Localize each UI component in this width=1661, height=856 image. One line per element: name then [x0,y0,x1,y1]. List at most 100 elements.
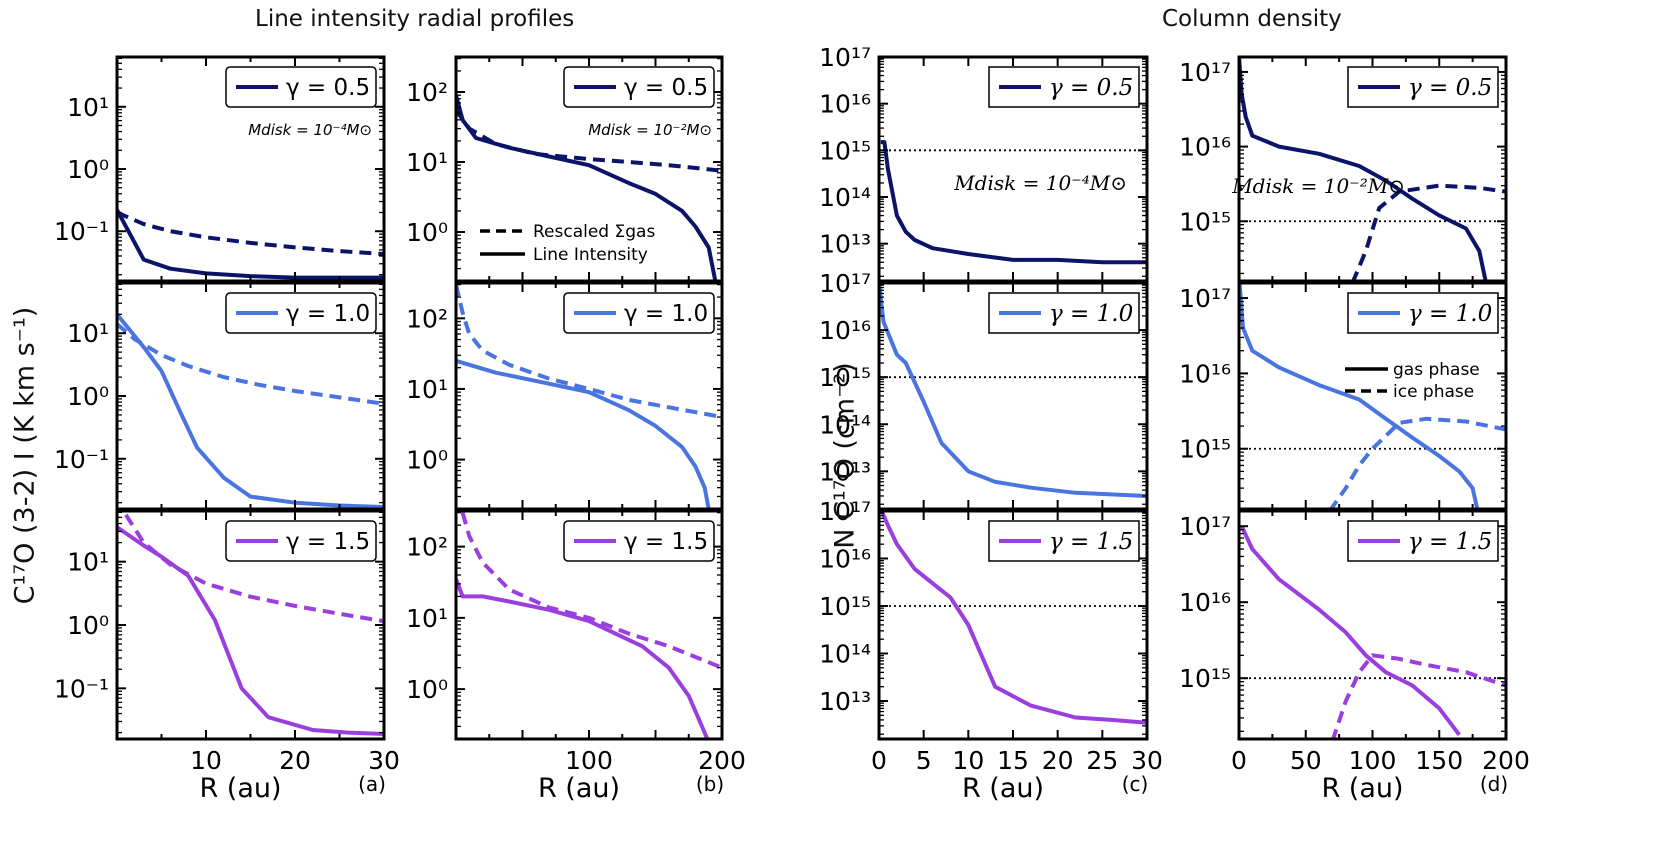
y-tick-label-b3: 10⁰ [406,675,448,704]
solid-series-c2 [879,283,1147,498]
x-axis-label-d3: R (au) [1321,773,1403,804]
y-tick-label-a2: 10⁻¹ [54,445,109,474]
x-tick-label-c3: 25 [1086,746,1118,775]
left-y-axis-label: C¹⁷O (3-2) I (K km s⁻¹) [9,306,41,605]
y-tick-label-b2: 10⁰ [406,446,448,475]
y-tick-label-b2: 10¹ [406,375,448,404]
y-tick-label-c3: 10¹⁷ [819,497,871,526]
x-tick-label-a3: 10 [190,746,222,775]
y-tick-label-c1: 10¹⁵ [819,136,871,165]
legend-gamma-label-d2: γ = 1.0 [1408,301,1492,327]
x-tick-label-c3: 10 [952,746,984,775]
x-tick-label-c3: 5 [916,746,932,775]
x-tick-label-b3: 100 [565,746,613,775]
y-tick-label-d2: 10¹⁵ [1179,435,1231,464]
legend-box-a2 [225,292,377,334]
legend-box-b3 [563,520,715,562]
solid-series-b2 [456,358,711,509]
legend-gamma-label-c3: γ = 1.5 [1049,529,1133,555]
panel-label-b: (b) [696,772,724,796]
phase-legend-gas-label: gas phase [1393,360,1480,380]
y-tick-label-c2: 10¹⁴ [819,410,871,439]
legend-box-b2 [563,292,715,334]
panel-label-d: (d) [1480,772,1508,796]
y-tick-label-c2: 10¹⁷ [819,269,871,298]
x-axis-label-a3: R (au) [199,773,281,804]
dashed-series-b3 [460,512,722,670]
y-tick-label-c2: 10¹⁶ [819,316,871,345]
legend-gamma-label-d1: γ = 0.5 [1408,75,1492,101]
y-tick-label-b2: 10² [406,304,448,333]
y-tick-label-b3: 10² [406,533,448,562]
y-tick-label-a2: 10⁰ [67,382,109,411]
dashed-series-a2 [117,322,384,406]
legend-box-a3 [225,520,377,562]
solid-series-a1 [117,208,384,280]
y-tick-label-a2: 10¹ [67,319,109,348]
x-tick-label-d3: 0 [1231,746,1247,775]
y-tick-label-a3: 10⁰ [67,611,109,640]
y-tick-label-d3: 10¹⁵ [1179,664,1231,693]
dashed-series-b1 [456,109,722,173]
solid-series-c3 [879,511,1147,725]
solid-series-a3 [117,525,384,736]
y-tick-label-a1: 10¹ [67,93,109,122]
y-tick-label-b1: 10¹ [406,148,448,177]
solid-series-c1 [880,140,1147,265]
solid-series-b3 [456,578,710,739]
x-tick-label-c3: 30 [1131,746,1163,775]
disk-mass-label-d: Mdisk = 10⁻²M⊙ [1231,174,1405,198]
y-tick-label-d2: 10¹⁶ [1179,359,1231,388]
dashed-series-d3 [1330,653,1506,739]
x-tick-label-d3: 150 [1415,746,1463,775]
solid-series-a2 [117,313,384,509]
solid-series-d2 [1239,283,1480,509]
legend-gamma-label-a2: γ = 1.0 [286,301,370,327]
y-tick-label-a1: 10⁰ [67,155,109,184]
x-tick-label-a3: 30 [368,746,400,775]
y-tick-label-d1: 10¹⁵ [1179,207,1231,236]
phase-legend-ice-label: ice phase [1393,382,1474,402]
legend-gamma-label-d3: γ = 1.5 [1408,529,1492,555]
x-tick-label-c3: 20 [1042,746,1074,775]
legend-gamma-label-b3: γ = 1.5 [624,529,708,555]
solid-series-b1 [456,94,718,281]
y-tick-label-c1: 10¹⁶ [819,90,871,119]
y-tick-label-d1: 10¹⁷ [1179,58,1231,87]
y-tick-label-c3: 10¹⁵ [819,592,871,621]
y-tick-label-c1: 10¹⁷ [819,43,871,72]
x-tick-label-a3: 20 [279,746,311,775]
y-tick-label-c2: 10¹⁵ [819,363,871,392]
y-tick-label-c3: 10¹⁴ [819,640,871,669]
panel-label-a: (a) [358,772,386,796]
y-tick-label-d1: 10¹⁶ [1179,133,1231,162]
x-tick-label-d3: 200 [1482,746,1530,775]
x-tick-label-c3: 0 [871,746,887,775]
legend-box-a1 [225,66,377,108]
solid-series-d1 [1239,57,1488,281]
solid-series-d3 [1239,525,1461,737]
right-figure-title: Column density [1162,6,1342,32]
x-axis-label-c3: R (au) [962,773,1044,804]
dashed-series-d2 [1328,416,1506,509]
legend-gamma-label-b1: γ = 0.5 [624,75,708,101]
x-tick-label-c3: 15 [997,746,1029,775]
intensity-legend-solid-label: Line Intensity [533,245,648,265]
y-tick-label-c3: 10¹⁶ [819,545,871,574]
legend-gamma-label-c2: γ = 1.0 [1049,301,1133,327]
legend-gamma-label-c1: γ = 0.5 [1049,75,1133,101]
y-tick-label-c1: 10¹³ [819,230,871,259]
y-tick-label-b3: 10¹ [406,604,448,633]
y-tick-label-a3: 10⁻¹ [54,674,109,703]
x-axis-label-b3: R (au) [538,773,620,804]
legend-gamma-label-a1: γ = 0.5 [286,75,370,101]
y-tick-label-a1: 10⁻¹ [54,217,109,246]
y-tick-label-c3: 10¹³ [819,687,871,716]
y-tick-label-c2: 10¹³ [819,457,871,486]
panel-label-c: (c) [1122,772,1149,796]
disk-mass-label-c: Mdisk = 10⁻⁴M⊙ [953,171,1127,195]
x-tick-label-d3: 100 [1349,746,1397,775]
legend-box-b1 [563,66,715,108]
y-tick-label-d2: 10¹⁷ [1179,284,1231,313]
